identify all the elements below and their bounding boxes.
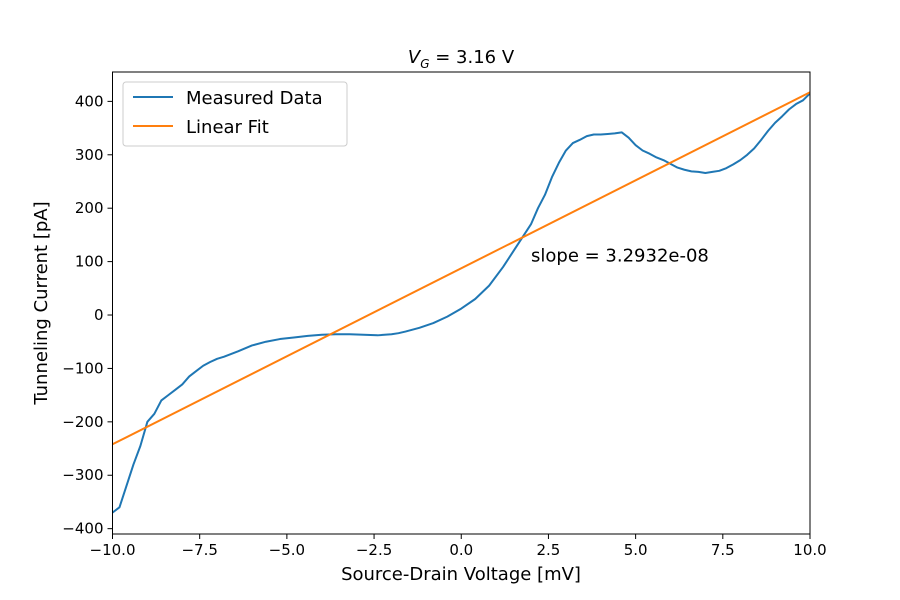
- slope-annotation: slope = 3.2932e-08: [531, 246, 709, 267]
- y-axis-label: Tunneling Current [pA]: [31, 201, 52, 405]
- x-tick-label: −10.0: [90, 541, 136, 559]
- y-tick-label: 400: [75, 92, 104, 110]
- x-tick-label: 10.0: [793, 541, 826, 559]
- y-tick-label: −100: [62, 359, 103, 377]
- title-rest: = 3.16 V: [430, 47, 515, 68]
- y-tick-label: −400: [62, 520, 103, 538]
- x-tick-label: 7.5: [711, 541, 735, 559]
- y-tick-label: −300: [62, 466, 103, 484]
- legend-label-linear-fit: Linear Fit: [186, 117, 269, 138]
- x-axis: −10.0 −7.5 −5.0 −2.5 0.0 2.5 5.0 7.5 10.0: [90, 534, 827, 559]
- x-tick-label: −5.0: [269, 541, 305, 559]
- y-axis: −400 −300 −200 −100 0 100 200 300 400: [62, 92, 113, 538]
- y-tick-label: 300: [75, 146, 104, 164]
- x-tick-label: −2.5: [356, 541, 392, 559]
- title-main: V: [408, 47, 422, 68]
- legend-box: [122, 81, 348, 147]
- x-tick-label: −7.5: [181, 541, 217, 559]
- series-line-measured-data: [112, 92, 810, 514]
- y-tick-label: 200: [75, 199, 104, 217]
- legend-label-measured-data: Measured Data: [186, 88, 323, 109]
- y-tick-label: −200: [62, 413, 103, 431]
- title-subscript: G: [420, 57, 429, 71]
- series-line-linear-fit: [112, 91, 810, 446]
- y-tick-label: 0: [94, 306, 104, 324]
- legend: Measured Data Linear Fit: [122, 81, 348, 147]
- x-tick-label: 5.0: [624, 541, 648, 559]
- x-tick-label: 0.0: [449, 541, 473, 559]
- x-axis-label: Source-Drain Voltage [mV]: [341, 564, 581, 585]
- plot-area: [112, 91, 810, 514]
- y-tick-label: 100: [75, 253, 104, 271]
- x-tick-label: 2.5: [537, 541, 561, 559]
- chart-title: VG = 3.16 V: [408, 47, 515, 71]
